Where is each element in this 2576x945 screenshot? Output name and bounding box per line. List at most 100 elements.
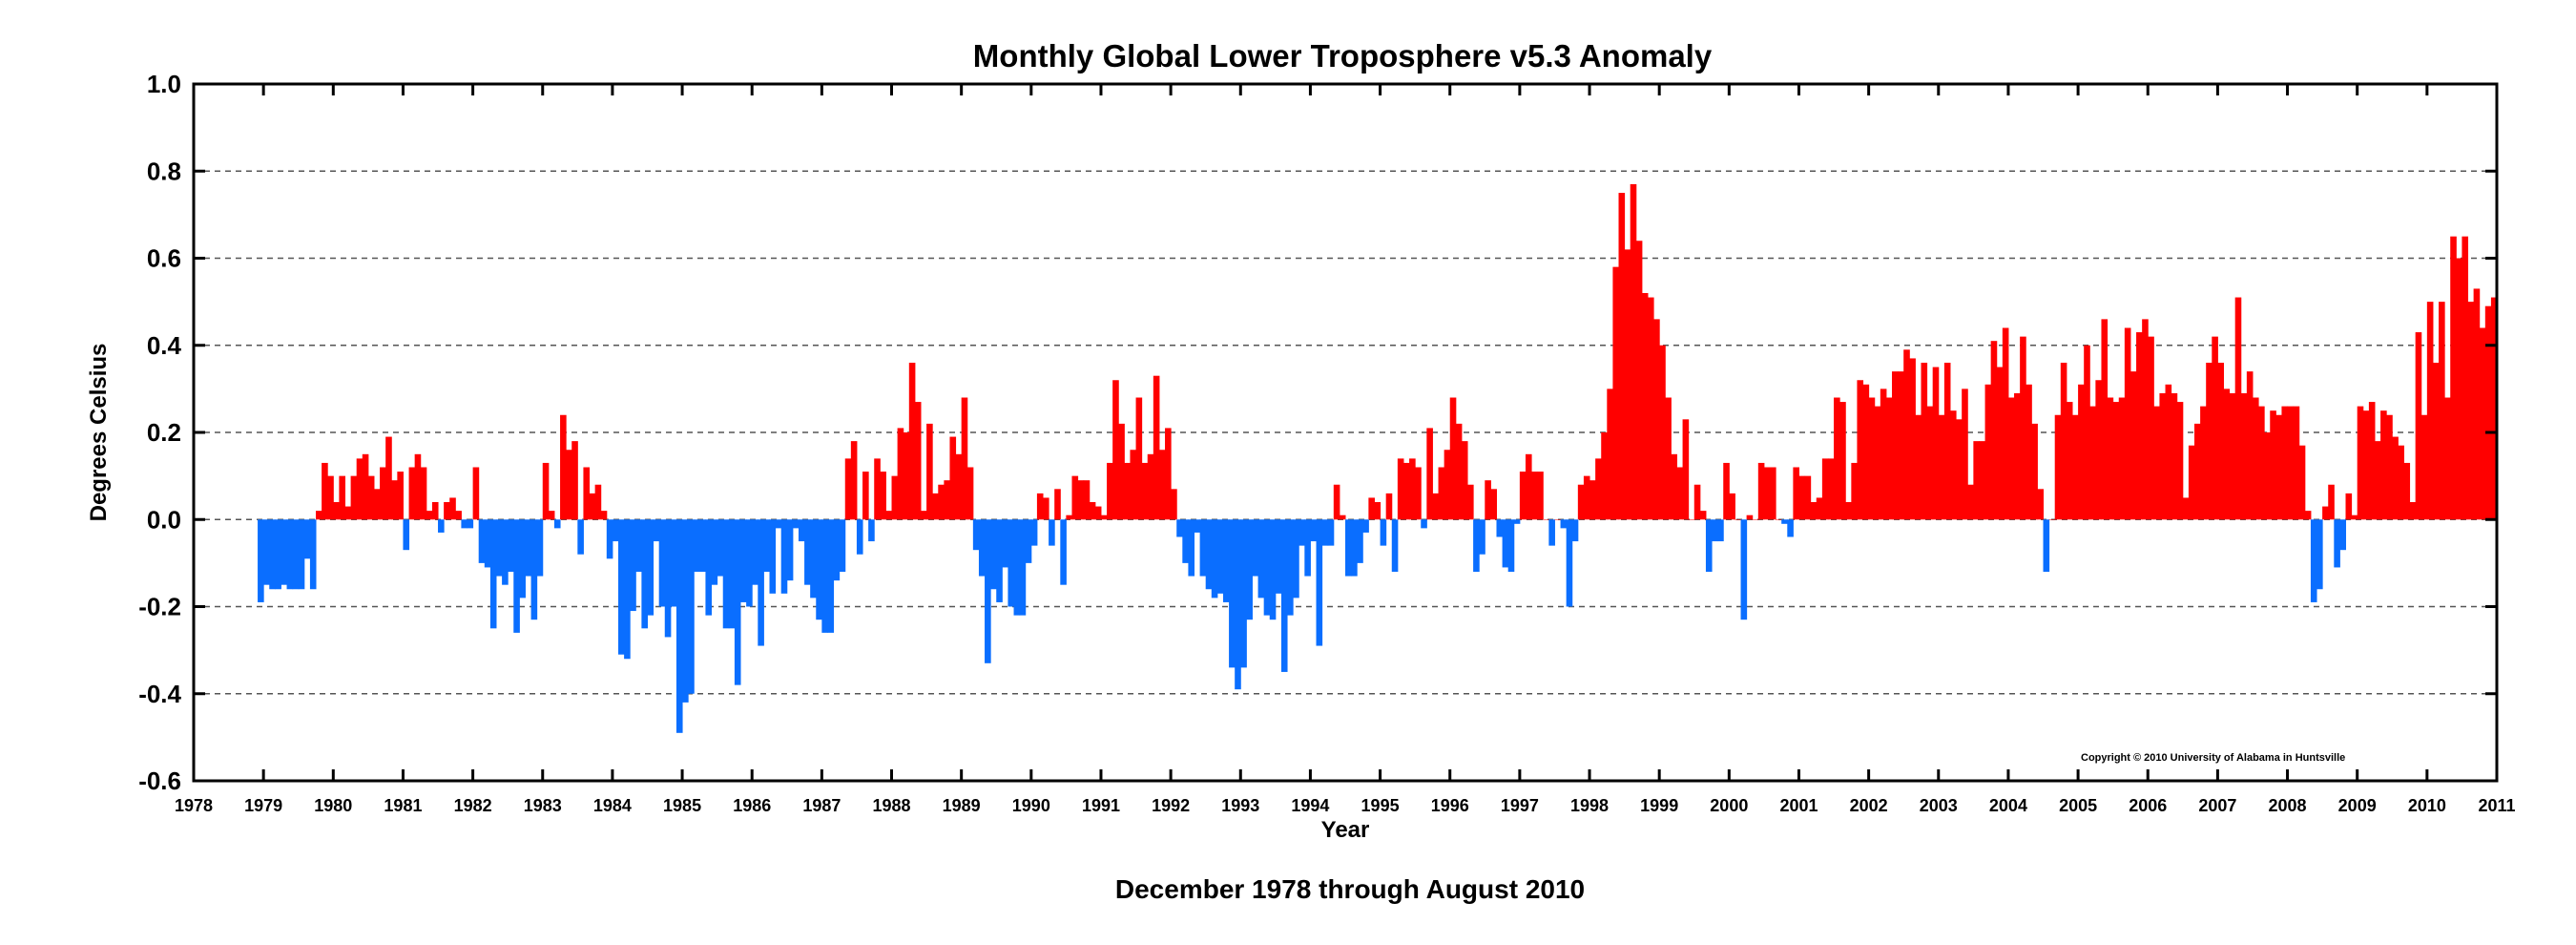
bar xyxy=(978,519,986,577)
bar xyxy=(758,519,764,646)
bar xyxy=(2078,384,2085,520)
bar xyxy=(263,519,270,585)
bar xyxy=(2124,327,2131,520)
bar xyxy=(1252,519,1259,577)
bar xyxy=(1385,493,1393,520)
bar xyxy=(1280,519,1288,672)
bar xyxy=(327,475,334,520)
bar xyxy=(821,519,828,633)
bar xyxy=(1176,519,1183,537)
y-tick-label: 0.0 xyxy=(147,505,181,534)
bar xyxy=(1647,297,1654,520)
bar xyxy=(850,441,858,520)
bar xyxy=(1473,519,1480,572)
x-tick-label: 1993 xyxy=(1221,796,1259,815)
x-tick-label: 1987 xyxy=(802,796,841,815)
bar xyxy=(1618,193,1626,520)
bar xyxy=(2246,371,2254,520)
bar xyxy=(1898,371,1904,520)
bar xyxy=(2258,406,2265,520)
bar xyxy=(2490,297,2498,520)
bar xyxy=(682,519,689,703)
bar xyxy=(2415,332,2422,520)
x-tick-label: 1979 xyxy=(244,796,282,815)
bar xyxy=(1804,475,1812,520)
bar xyxy=(367,475,375,520)
bar xyxy=(694,519,700,572)
bar xyxy=(862,472,869,520)
bar xyxy=(513,519,520,633)
bar xyxy=(1054,489,1061,520)
bar xyxy=(594,484,602,520)
bar xyxy=(1583,475,1590,520)
bar xyxy=(1426,428,1433,520)
x-tick-label: 2002 xyxy=(1850,796,1888,815)
bar xyxy=(1357,519,1363,563)
bar xyxy=(1671,453,1677,520)
bar xyxy=(519,519,526,598)
bar xyxy=(606,519,613,559)
bar xyxy=(356,458,364,520)
bar xyxy=(1409,458,1416,520)
x-tick-label: 2004 xyxy=(1989,796,2027,815)
bar xyxy=(1641,293,1649,520)
bar xyxy=(391,480,398,520)
bar xyxy=(467,519,474,529)
x-tick-label: 1996 xyxy=(1431,796,1469,815)
bar xyxy=(664,519,672,638)
bar xyxy=(1112,380,1119,520)
bar xyxy=(2310,519,2317,602)
bar xyxy=(786,519,794,581)
bar xyxy=(298,519,305,590)
bar xyxy=(489,519,497,629)
bar xyxy=(1962,388,1968,520)
x-tick-label: 1990 xyxy=(1012,796,1050,815)
bar xyxy=(1909,358,1916,520)
bar xyxy=(1798,475,1806,520)
x-tick-label: 1985 xyxy=(663,796,701,815)
bar xyxy=(1682,419,1690,520)
bar xyxy=(2444,397,2451,520)
y-tick-label: -0.4 xyxy=(138,680,181,708)
bar xyxy=(1810,502,1818,520)
bar xyxy=(566,450,572,520)
bar xyxy=(1066,514,1072,520)
bar xyxy=(2176,402,2184,520)
bar xyxy=(2188,445,2195,520)
bar xyxy=(1008,519,1015,607)
bar xyxy=(2054,414,2062,520)
bar xyxy=(275,519,281,590)
bar xyxy=(583,467,591,520)
bar xyxy=(2275,414,2282,520)
x-tick-label: 2001 xyxy=(1779,796,1818,815)
bar xyxy=(2450,236,2457,520)
bar xyxy=(792,519,800,529)
bar xyxy=(280,519,288,585)
bar xyxy=(1479,519,1485,555)
bar xyxy=(2107,397,2114,520)
bar xyxy=(624,519,631,660)
bar xyxy=(839,519,846,572)
bar xyxy=(1537,472,1544,520)
bar xyxy=(1525,453,1532,520)
bar xyxy=(1857,380,1864,520)
bar xyxy=(1461,441,1468,520)
bar xyxy=(2456,258,2462,520)
y-tick-label: 0.6 xyxy=(147,244,181,273)
bar xyxy=(688,519,695,694)
bar xyxy=(438,519,445,533)
bar xyxy=(1949,410,1957,520)
bar xyxy=(258,519,264,602)
bar xyxy=(1165,428,1172,520)
bar xyxy=(1135,397,1143,520)
bar xyxy=(833,519,841,581)
x-tick-label: 1978 xyxy=(175,796,213,815)
bar xyxy=(548,511,555,520)
bar xyxy=(2374,441,2381,520)
bar xyxy=(2426,302,2434,520)
bar xyxy=(1263,519,1271,616)
bar xyxy=(2060,363,2067,520)
bar xyxy=(908,363,916,520)
bar xyxy=(449,497,456,520)
bar xyxy=(1874,406,1881,520)
